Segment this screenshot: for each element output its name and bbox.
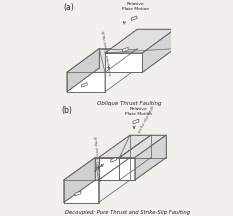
Text: Relative
Plate Motion: Relative Plate Motion bbox=[125, 107, 153, 116]
Polygon shape bbox=[82, 83, 87, 87]
Text: Oblique Thrust Faulting: Oblique Thrust Faulting bbox=[97, 101, 162, 106]
Polygon shape bbox=[120, 158, 135, 180]
Polygon shape bbox=[99, 158, 130, 203]
Text: (a): (a) bbox=[64, 3, 74, 12]
Polygon shape bbox=[133, 119, 139, 124]
Polygon shape bbox=[99, 135, 151, 158]
Polygon shape bbox=[131, 16, 137, 21]
Text: strike-slip fault: strike-slip fault bbox=[137, 105, 155, 134]
Polygon shape bbox=[99, 158, 120, 180]
Polygon shape bbox=[123, 48, 128, 52]
Polygon shape bbox=[120, 135, 166, 158]
Polygon shape bbox=[64, 158, 130, 180]
Polygon shape bbox=[142, 29, 175, 72]
Polygon shape bbox=[64, 158, 95, 203]
Text: Relative
Plate Motion: Relative Plate Motion bbox=[122, 2, 150, 11]
Text: inter-plate thrust fault: inter-plate thrust fault bbox=[95, 136, 103, 182]
Polygon shape bbox=[111, 157, 117, 162]
Text: Decoupled: Pure Thrust and Strike-Slip Faulting: Decoupled: Pure Thrust and Strike-Slip F… bbox=[65, 210, 190, 215]
Polygon shape bbox=[64, 180, 99, 203]
Polygon shape bbox=[75, 191, 81, 196]
Polygon shape bbox=[105, 53, 142, 72]
Text: inter-plate thrust fault: inter-plate thrust fault bbox=[102, 30, 113, 76]
Polygon shape bbox=[135, 135, 166, 180]
Polygon shape bbox=[105, 49, 137, 92]
Polygon shape bbox=[105, 29, 175, 53]
Polygon shape bbox=[67, 49, 137, 72]
Polygon shape bbox=[67, 72, 105, 92]
Text: (b): (b) bbox=[62, 106, 72, 115]
Polygon shape bbox=[67, 49, 99, 92]
